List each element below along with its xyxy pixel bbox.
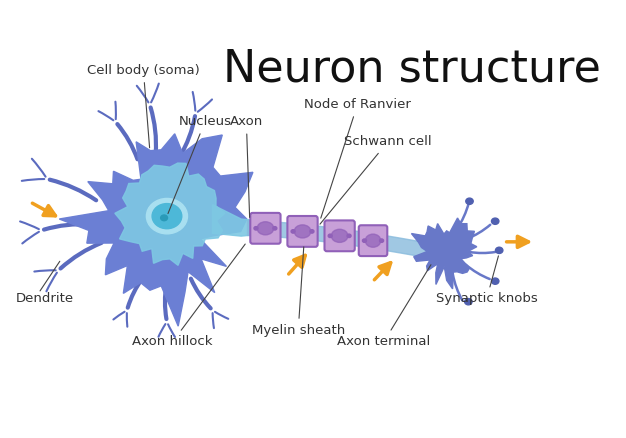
Ellipse shape	[379, 239, 384, 242]
Ellipse shape	[291, 230, 295, 233]
Ellipse shape	[365, 234, 381, 247]
Text: Cell body (soma): Cell body (soma)	[87, 64, 200, 148]
Text: Node of Ranvier: Node of Ranvier	[304, 98, 411, 218]
FancyBboxPatch shape	[250, 213, 280, 244]
Ellipse shape	[152, 204, 182, 229]
Ellipse shape	[146, 198, 188, 234]
Ellipse shape	[328, 234, 332, 237]
Ellipse shape	[254, 226, 258, 230]
Ellipse shape	[491, 218, 499, 224]
Polygon shape	[213, 205, 259, 236]
Ellipse shape	[273, 226, 277, 230]
Ellipse shape	[257, 222, 274, 235]
Text: Axon: Axon	[230, 116, 263, 217]
Polygon shape	[59, 134, 253, 326]
Text: Dendrite: Dendrite	[16, 293, 74, 305]
Ellipse shape	[362, 239, 366, 242]
FancyBboxPatch shape	[287, 216, 317, 247]
Text: Nucleus: Nucleus	[168, 116, 232, 214]
Ellipse shape	[491, 278, 499, 284]
FancyBboxPatch shape	[324, 220, 355, 251]
Text: Myelin sheath: Myelin sheath	[252, 247, 345, 337]
Ellipse shape	[464, 299, 472, 305]
Text: Neuron structure: Neuron structure	[223, 47, 602, 90]
Text: Schwann cell: Schwann cell	[320, 135, 431, 224]
Ellipse shape	[347, 234, 351, 237]
Ellipse shape	[495, 247, 503, 254]
FancyBboxPatch shape	[359, 225, 387, 256]
Polygon shape	[115, 163, 225, 265]
Polygon shape	[411, 218, 477, 289]
Text: Axon hillock: Axon hillock	[132, 244, 245, 348]
Text: Axon terminal: Axon terminal	[337, 265, 431, 348]
Ellipse shape	[331, 229, 348, 242]
Ellipse shape	[466, 198, 473, 205]
Ellipse shape	[310, 230, 314, 233]
Ellipse shape	[161, 215, 168, 221]
Ellipse shape	[294, 225, 311, 238]
Text: Synaptic knobs: Synaptic knobs	[436, 256, 538, 305]
